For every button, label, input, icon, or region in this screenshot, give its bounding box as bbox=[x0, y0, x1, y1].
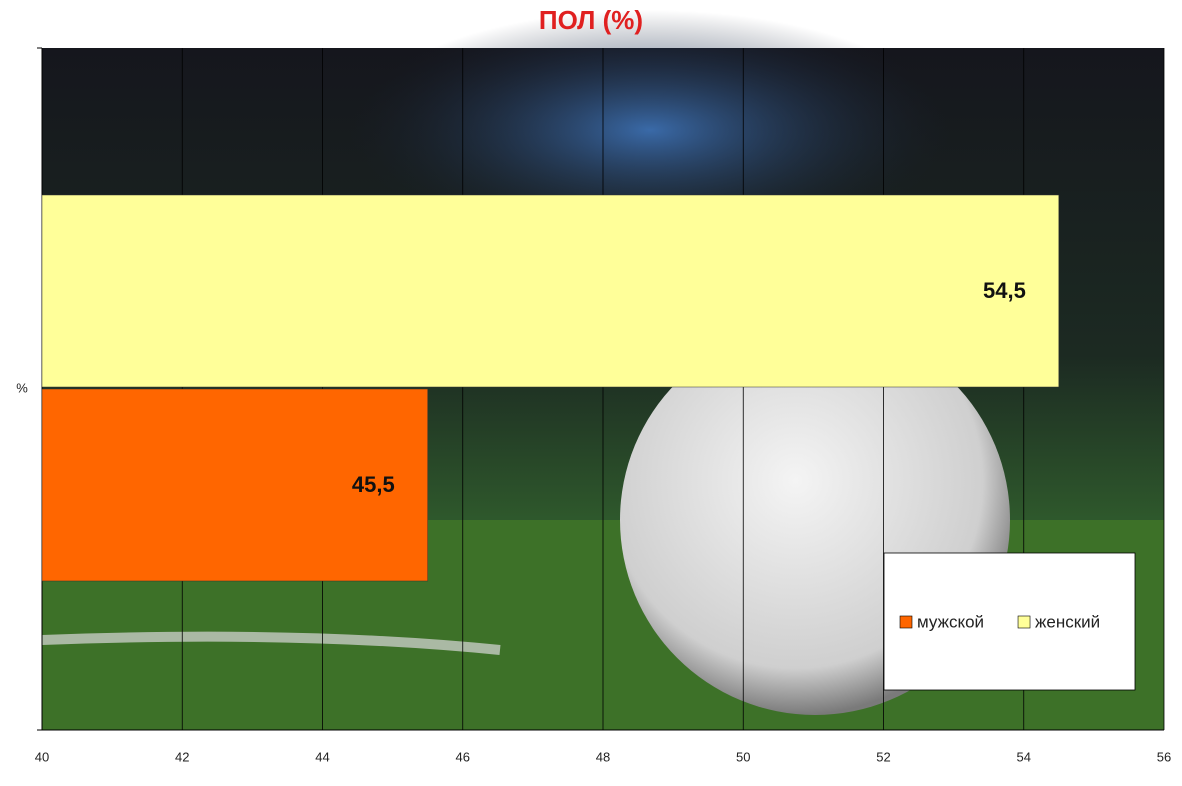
x-tick-label: 54 bbox=[1017, 749, 1031, 764]
legend: мужской женский bbox=[883, 552, 1136, 691]
x-tick-label: 44 bbox=[315, 749, 329, 764]
y-tick-label: % bbox=[16, 380, 28, 395]
x-tick-label: 56 bbox=[1157, 749, 1171, 764]
bar bbox=[41, 388, 428, 582]
x-tick-label: 42 bbox=[175, 749, 189, 764]
bar bbox=[41, 194, 1060, 388]
x-tick-label: 46 bbox=[456, 749, 470, 764]
x-tick-label: 52 bbox=[876, 749, 890, 764]
x-tick-label: 48 bbox=[596, 749, 610, 764]
legend-box bbox=[883, 552, 1136, 691]
legend-swatch bbox=[899, 615, 913, 629]
chart-title: ПОЛ (%) bbox=[539, 5, 643, 35]
legend-swatch bbox=[1017, 615, 1031, 629]
legend-label: женский bbox=[1035, 612, 1100, 631]
value-label: 54,5 bbox=[983, 278, 1026, 303]
x-tick-label: 50 bbox=[736, 749, 750, 764]
x-tick-label: 40 bbox=[35, 749, 49, 764]
value-label: 45,5 bbox=[352, 472, 395, 497]
legend-label: мужской bbox=[917, 612, 984, 631]
